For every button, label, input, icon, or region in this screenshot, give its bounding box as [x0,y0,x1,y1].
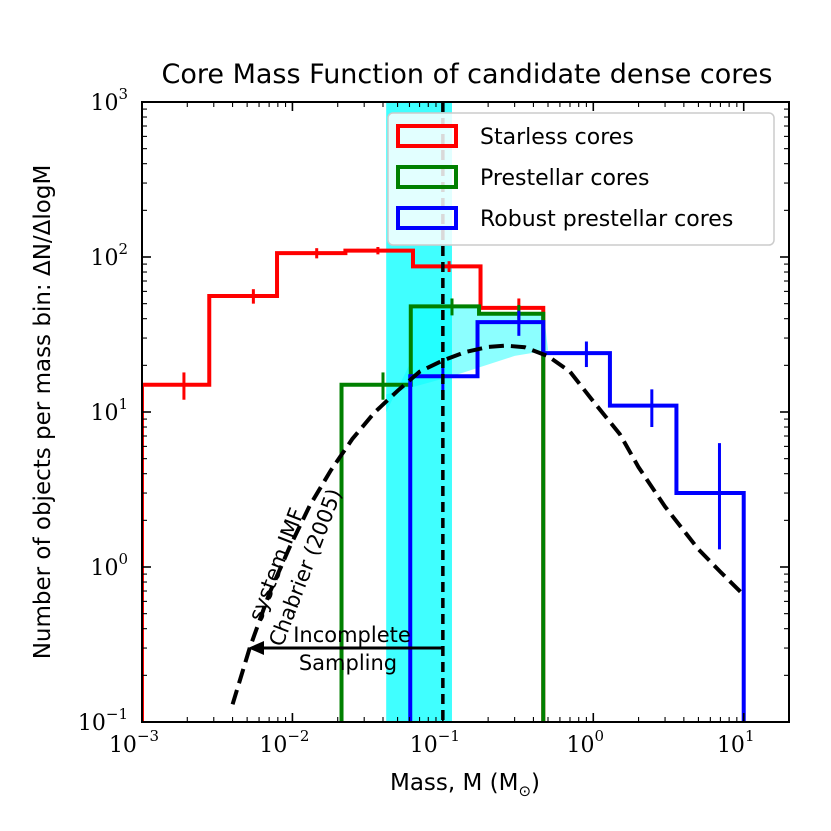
legend-label-1: Prestellar cores [480,166,649,191]
y-tick-label-2: 101 [90,395,128,426]
x-tick-label-0: 10−3 [109,727,159,758]
x-tick-label-1: 10−2 [259,727,309,758]
legend-label-2: Robust prestellar cores [480,207,733,232]
x-tick-label-3: 100 [567,727,605,758]
legend-swatch-0 [396,124,458,148]
incomplete-arrow-head [248,641,264,656]
y-tick-label-0: 10−1 [78,705,128,736]
axis-ticks: 10−3 10−2 10−1 100 101 10−1 100 101 102 103 [78,85,790,758]
legend: Starless cores Prestellar cores Robust pre… [387,112,775,246]
y-tick-label-3: 102 [90,240,128,271]
incompleteness-wedge [386,306,549,412]
annotation-sampling: Sampling [299,651,397,675]
imf-reference-curve [230,343,746,705]
y-tick-label-1: 100 [90,550,128,581]
histogram-1 [339,304,546,722]
histogram-0 [142,248,546,722]
x-axis-label: Mass, M (M⊙) [390,770,540,800]
legend-box [387,112,775,246]
legend-swatch-1 [396,165,458,189]
histogram-2 [408,320,746,722]
y-axis-label: Number of objects per mass bin: ΔN/ΔlogM [30,165,56,660]
x-tick-label-4: 101 [717,727,755,758]
chart-title: Core Mass Function of candidate dense co… [162,59,773,90]
y-tick-label-4: 103 [90,85,128,116]
legend-label-0: Starless cores [480,125,634,150]
annotation-incomplete: Incomplete [293,623,411,647]
x-tick-label-2: 10−1 [410,727,460,758]
legend-swatch-2 [396,206,458,230]
